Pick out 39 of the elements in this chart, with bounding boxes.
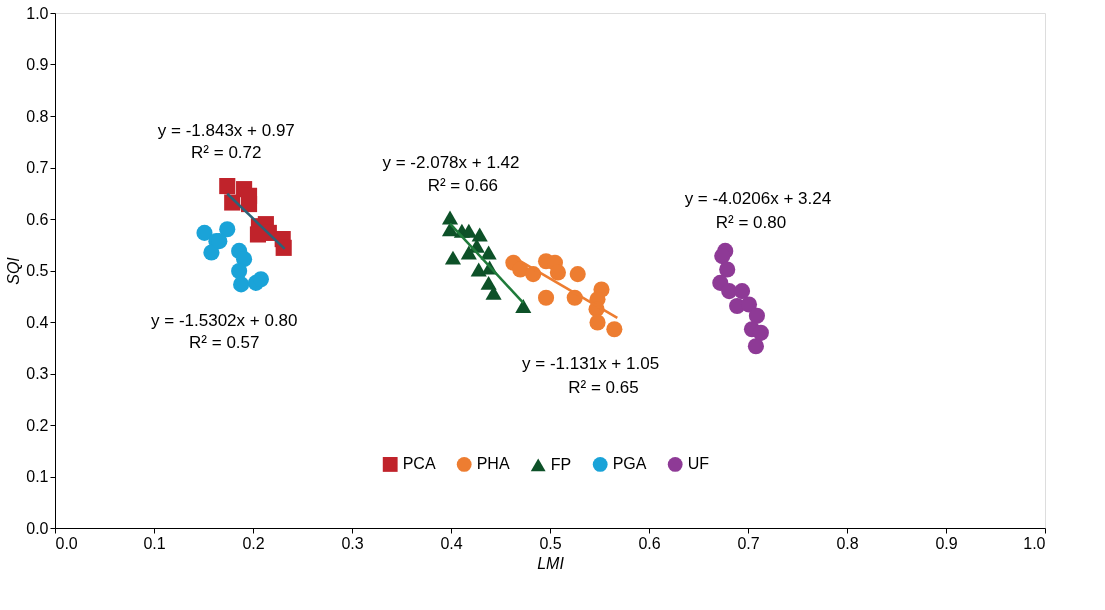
legend-label: PGA: [612, 455, 647, 473]
y-tick-label: 0.7: [26, 159, 49, 176]
x-tick-label: 0.3: [341, 534, 364, 552]
y-axis-title: SQI: [5, 256, 23, 285]
legend-label: FP: [550, 455, 572, 473]
y-tick-label: 0.1: [26, 468, 49, 485]
x-tick-label: 0.6: [638, 534, 661, 552]
annotation: y = -4.0206x + 3.24: [684, 188, 832, 208]
annotation: R² = 0.66: [427, 176, 499, 196]
annotation: y = -1.843x + 0.97: [157, 120, 295, 140]
y-tick-label: 0.6: [26, 210, 49, 228]
y-tick-label: 0.8: [26, 107, 49, 125]
x-tick-label: 0.5: [539, 534, 562, 552]
x-tick-label: 0.7: [737, 534, 760, 552]
x-tick-label: 0.1: [143, 534, 166, 552]
annotation: R² = 0.72: [191, 143, 262, 163]
legend-label: PHA: [476, 455, 510, 473]
annotation: y = -1.131x + 1.05: [522, 354, 660, 374]
x-tick-label: 0.4: [440, 534, 463, 552]
x-tick-label: 1.0: [1023, 534, 1046, 552]
annotation: R² = 0.80: [715, 213, 787, 233]
y-tick-label: 1.0: [26, 4, 49, 22]
legend-label: PCA: [402, 455, 436, 473]
x-tick-label: 0.2: [242, 534, 265, 552]
annotation: y = -1.5302x + 0.80: [151, 310, 298, 330]
y-tick-label: 0.5: [26, 262, 49, 279]
annotation: y = -2.078x + 1.42: [382, 152, 520, 172]
annotation: R² = 0.65: [568, 377, 639, 397]
y-tick-label: 0.3: [26, 365, 49, 382]
y-tick-label: 0.4: [26, 313, 49, 331]
legend-label: UF: [687, 455, 710, 473]
x-axis-title: LMI: [537, 554, 565, 572]
y-tick-label: 0.9: [26, 56, 49, 73]
x-tick-label: 0.8: [836, 534, 859, 552]
x-tick-label: 0.0: [55, 534, 78, 552]
x-tick-label: 0.9: [935, 534, 958, 552]
annotation: R² = 0.57: [189, 333, 260, 353]
y-tick-label: 0.2: [26, 416, 49, 434]
y-tick-label: 0.0: [26, 519, 49, 537]
